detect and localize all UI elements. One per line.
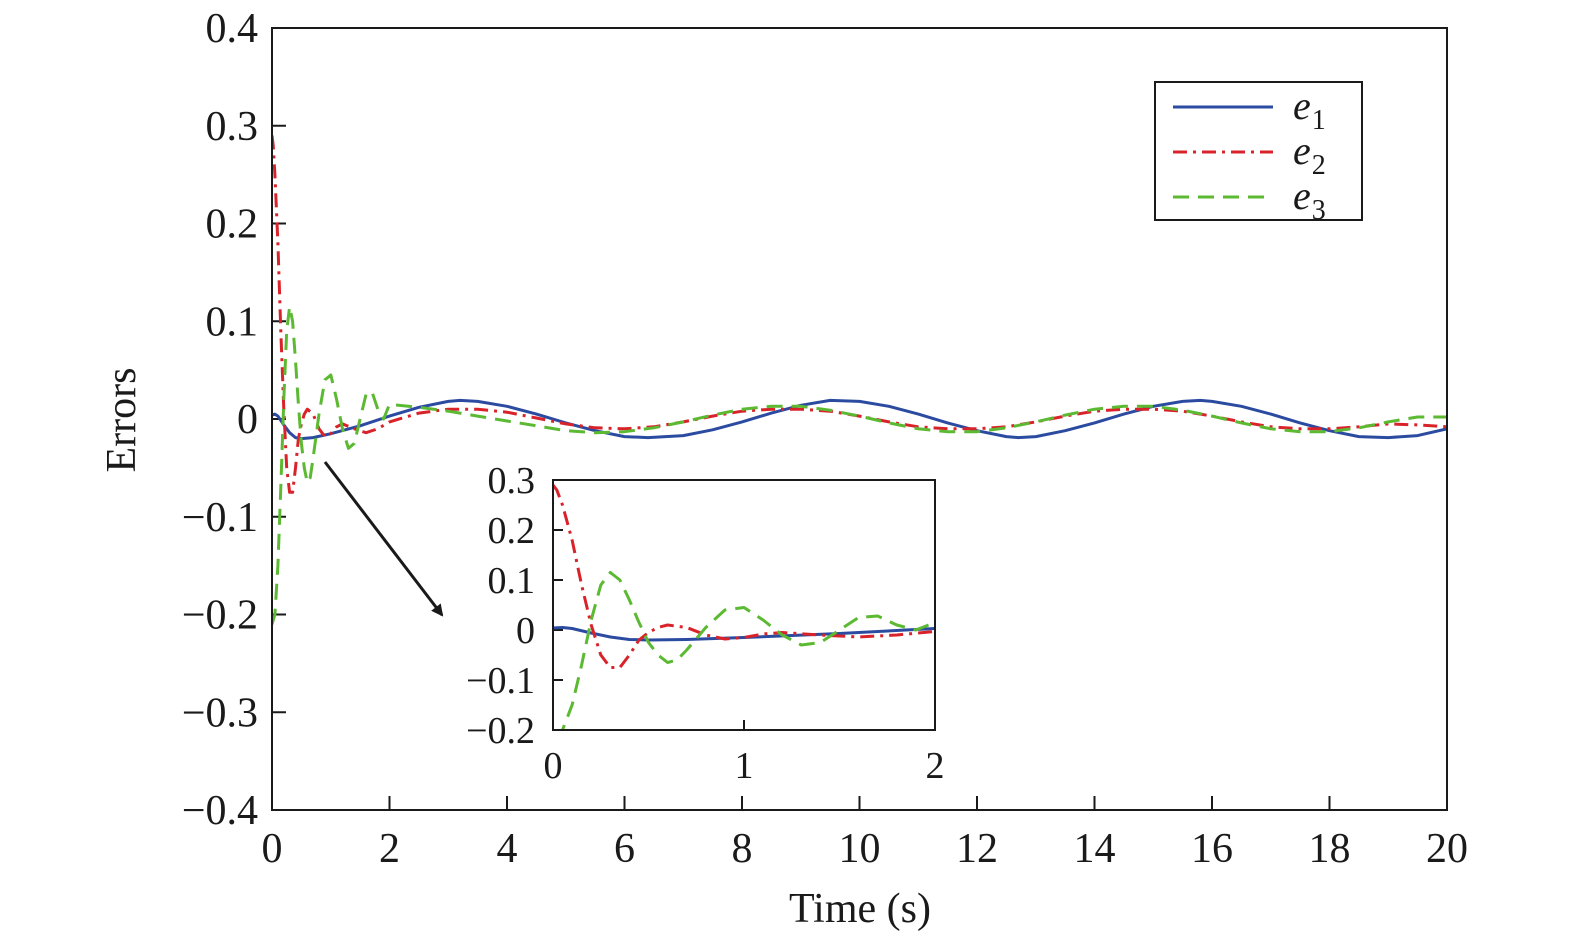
x-tick-label: 18: [1309, 826, 1351, 872]
legend-label-e2: e2: [1293, 128, 1326, 181]
legend-symbol: e: [1293, 173, 1311, 218]
series-line-e1: [272, 398, 1447, 441]
x-tick-label: 2: [379, 826, 400, 872]
legend-label-e1: e1: [1293, 83, 1326, 136]
y-tick-label: −0.4: [182, 788, 258, 834]
x-tick-label: 14: [1074, 826, 1116, 872]
inset-series-line-e3: [559, 571, 935, 730]
inset-x-tick-label: 2: [926, 745, 945, 787]
inset-y-tick-label: 0.3: [488, 460, 536, 502]
y-tick-label: 0: [237, 397, 258, 443]
y-tick-label: −0.2: [182, 593, 258, 639]
y-tick-label: 0.2: [206, 202, 259, 248]
inset-tick-labels: 0 1 2 0.3 0.2 0.1 0 −0.1 −0.2: [466, 460, 944, 787]
main-plot: 0 2 4 6 8 10 12 14 16 18 200.40.30.20.10−0.1−0.2−0…: [182, 6, 1468, 872]
main-plot-frame: [271, 27, 1448, 811]
inset-y-tick-label: −0.1: [466, 660, 535, 702]
y-tick-label: −0.3: [182, 690, 258, 736]
legend-symbol: e: [1293, 128, 1311, 173]
main-tick-labels: 0 2 4 6 8 10 12 14 16 18 200.40.30.20.10−0.1−0.2−0…: [182, 6, 1468, 872]
legend-label-e3: e3: [1293, 173, 1326, 226]
inset-y-tick-label: 0: [516, 610, 535, 652]
inset-arrow-annotation: [323, 461, 444, 617]
inset-x-tick-label: 0: [544, 745, 563, 787]
x-axis-title: Time (s): [789, 886, 931, 932]
legend-subscript: 2: [1312, 150, 1326, 181]
x-tick-label: 20: [1426, 826, 1468, 872]
inset-background: [553, 480, 935, 730]
y-tick-label: 0.4: [206, 6, 259, 52]
x-tick-label: 8: [732, 826, 753, 872]
legend-subscript: 1: [1312, 105, 1326, 136]
y-tick-label: 0.3: [206, 104, 259, 150]
x-tick-label: 16: [1191, 826, 1233, 872]
inset-y-tick-label: 0.1: [488, 560, 536, 602]
series-line-e3: [272, 305, 1447, 625]
inset-plot-frame: [552, 479, 936, 731]
y-axis-title: Errors: [99, 368, 145, 473]
x-tick-label: 4: [497, 826, 518, 872]
inset-y-tick-label: 0.2: [488, 510, 536, 552]
series-line-e2: [272, 135, 1447, 494]
inset-arrow: [323, 461, 444, 617]
y-tick-label: 0.1: [206, 299, 259, 345]
y-tick-label: −0.1: [182, 495, 258, 541]
x-tick-label: 10: [839, 826, 881, 872]
x-tick-label: 0: [262, 826, 283, 872]
legend-subscript: 3: [1312, 195, 1326, 226]
inset-y-tick-label: −0.2: [466, 710, 535, 752]
inset-plot: 0 1 2 0.3 0.2 0.1 0 −0.1 −0.2: [466, 460, 944, 787]
x-tick-label: 12: [956, 826, 998, 872]
inset-series: [553, 484, 935, 730]
legend-symbol: e: [1293, 83, 1311, 128]
inset-x-tick-label: 1: [735, 745, 754, 787]
x-tick-label: 6: [614, 826, 635, 872]
main-series: [272, 135, 1447, 625]
